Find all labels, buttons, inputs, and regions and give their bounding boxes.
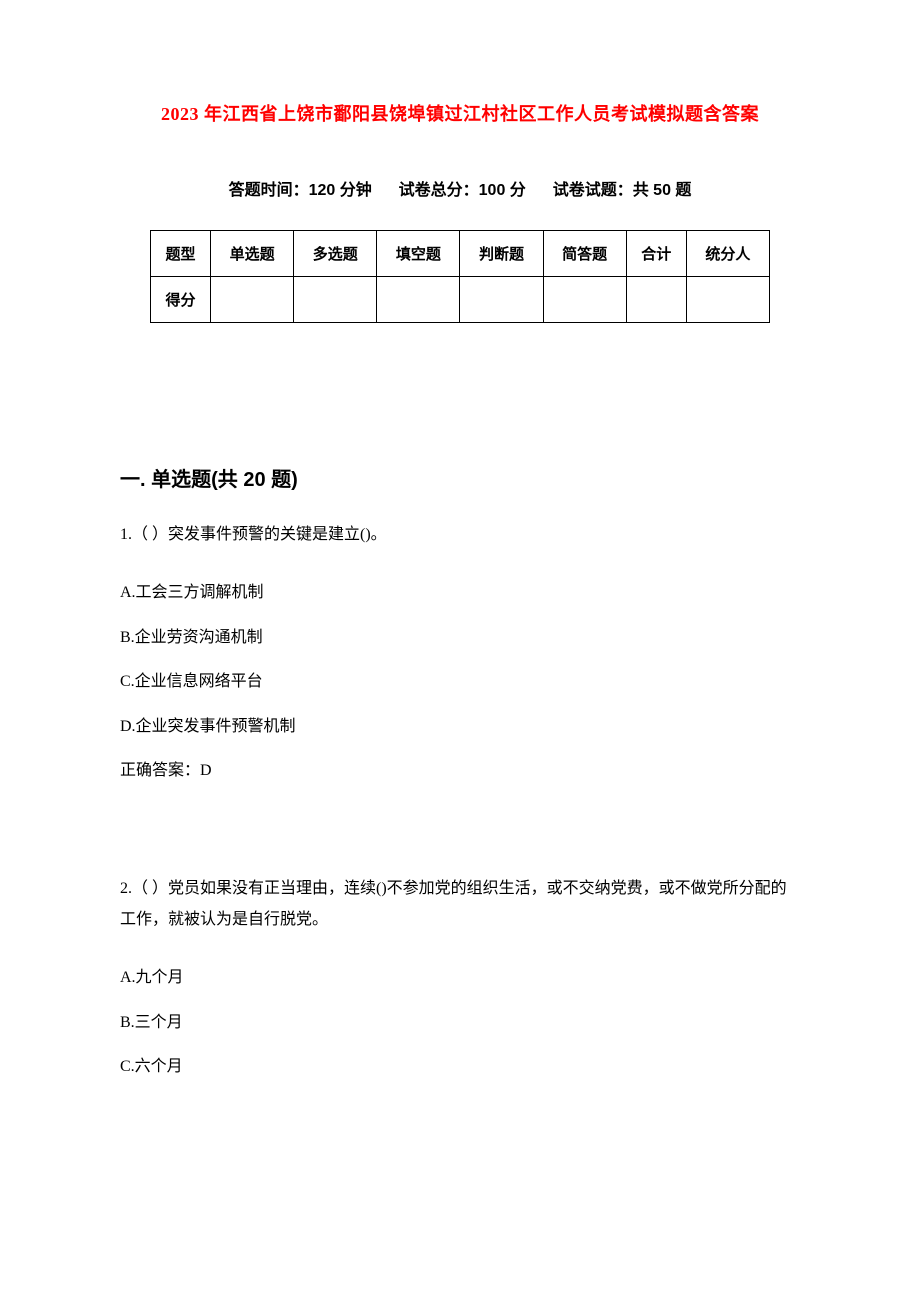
question-stem: 1.（ ）突发事件预警的关键是建立()。	[120, 520, 800, 550]
col-header: 简答题	[543, 231, 626, 277]
question-stem: 2.（ ）党员如果没有正当理由，连续()不参加党的组织生活，或不交纳党费，或不做…	[120, 874, 800, 935]
meta-time-value: 120 分钟	[309, 182, 372, 199]
question-option-a: A.九个月	[120, 963, 800, 993]
score-cell	[543, 277, 626, 323]
col-header: 判断题	[460, 231, 543, 277]
section-1-header: 一. 单选题(共 20 题)	[120, 463, 800, 492]
meta-total-label: 试卷总分：	[399, 182, 479, 199]
score-cell	[686, 277, 769, 323]
meta-count-value: 共 50 题	[633, 182, 692, 199]
meta-time-label: 答题时间：	[229, 182, 309, 199]
question-answer: 正确答案：D	[120, 756, 800, 786]
col-header: 单选题	[211, 231, 294, 277]
col-header: 填空题	[377, 231, 460, 277]
row-type-label: 题型	[151, 231, 211, 277]
question-option-b: B.企业劳资沟通机制	[120, 623, 800, 653]
col-header: 合计	[626, 231, 686, 277]
score-cell	[626, 277, 686, 323]
row-score-label: 得分	[151, 277, 211, 323]
table-row: 题型 单选题 多选题 填空题 判断题 简答题 合计 统分人	[151, 231, 770, 277]
score-cell	[294, 277, 377, 323]
question-1: 1.（ ）突发事件预警的关键是建立()。 A.工会三方调解机制 B.企业劳资沟通…	[120, 520, 800, 786]
score-cell	[460, 277, 543, 323]
question-option-d: D.企业突发事件预警机制	[120, 712, 800, 742]
table-row: 得分	[151, 277, 770, 323]
exam-meta-line: 答题时间：120 分钟 试卷总分：100 分 试卷试题：共 50 题	[120, 176, 800, 200]
question-option-c: C.企业信息网络平台	[120, 667, 800, 697]
score-cell	[211, 277, 294, 323]
meta-count-label: 试卷试题：	[553, 182, 633, 199]
score-cell	[377, 277, 460, 323]
question-2: 2.（ ）党员如果没有正当理由，连续()不参加党的组织生活，或不交纳党费，或不做…	[120, 874, 800, 1082]
question-option-a: A.工会三方调解机制	[120, 578, 800, 608]
col-header: 多选题	[294, 231, 377, 277]
meta-total-value: 100 分	[479, 182, 526, 199]
question-option-c: C.六个月	[120, 1052, 800, 1082]
document-title: 2023 年江西省上饶市鄱阳县饶埠镇过江村社区工作人员考试模拟题含答案	[120, 100, 800, 126]
question-option-b: B.三个月	[120, 1008, 800, 1038]
score-table: 题型 单选题 多选题 填空题 判断题 简答题 合计 统分人 得分	[150, 230, 770, 323]
col-header: 统分人	[686, 231, 769, 277]
